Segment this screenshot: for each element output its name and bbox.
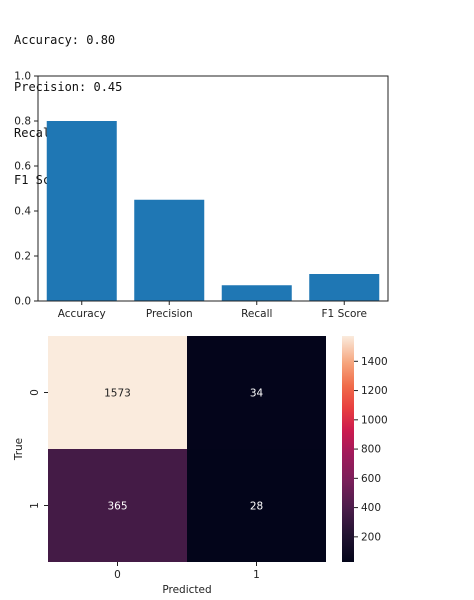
colorbar-tick-label: 600 bbox=[361, 473, 381, 485]
cell-value-label: 34 bbox=[250, 388, 264, 400]
heatmap-cell bbox=[187, 449, 326, 562]
y-tick-label: 0.0 bbox=[14, 296, 31, 308]
y-tick-label: 1.0 bbox=[14, 71, 31, 83]
y-axis-label: True bbox=[13, 438, 25, 461]
colorbar-tick-label: 200 bbox=[361, 531, 381, 543]
plot-frame bbox=[37, 75, 389, 302]
colorbar-tick-label: 800 bbox=[361, 444, 381, 456]
x-tick-label: 1 bbox=[253, 569, 260, 581]
x-tick-label: Accuracy bbox=[58, 308, 106, 320]
colorbar-tick-label: 1000 bbox=[361, 414, 388, 426]
metrics-bar-chart: 0.0 0.2 0.4 0.6 0.8 1.0 Accuracy Precision Recal… bbox=[14, 71, 389, 320]
bar-accuracy bbox=[46, 121, 117, 301]
cell-value-label: 1573 bbox=[104, 388, 131, 400]
x-axis-label: Predicted bbox=[162, 584, 211, 596]
colorbar-tick-label: 1400 bbox=[361, 356, 388, 368]
y-tick-label: 0.4 bbox=[14, 206, 31, 218]
colorbar-tick-label: 400 bbox=[361, 502, 381, 514]
cell-value-label: 365 bbox=[107, 501, 127, 513]
colorbar-tick-label: 1200 bbox=[361, 385, 388, 397]
bar-precision bbox=[134, 199, 205, 301]
heatmap-cell bbox=[48, 336, 187, 449]
cell-value-label: 28 bbox=[250, 501, 263, 513]
y-tick-label: 1 bbox=[29, 502, 41, 509]
x-tick-label: 0 bbox=[114, 569, 121, 581]
precision-line: Precision: 0.45 bbox=[14, 79, 123, 94]
x-tick-label: Recall bbox=[241, 308, 272, 320]
y-tick-label: 0.8 bbox=[14, 116, 31, 128]
x-tick-label: F1 Score bbox=[322, 308, 367, 320]
accuracy-line: Accuracy: 0.80 bbox=[14, 33, 116, 47]
bar-recall bbox=[221, 285, 292, 301]
bar-f1-score bbox=[309, 274, 380, 301]
colorbar bbox=[342, 336, 354, 562]
x-tick-label: Precision bbox=[146, 308, 193, 320]
y-tick-label: 0.6 bbox=[14, 161, 31, 173]
y-tick-label: 0 bbox=[29, 389, 41, 396]
heatmap-cell bbox=[48, 449, 187, 562]
heatmap-cell bbox=[187, 336, 326, 449]
y-tick-label: 0.2 bbox=[14, 251, 31, 263]
